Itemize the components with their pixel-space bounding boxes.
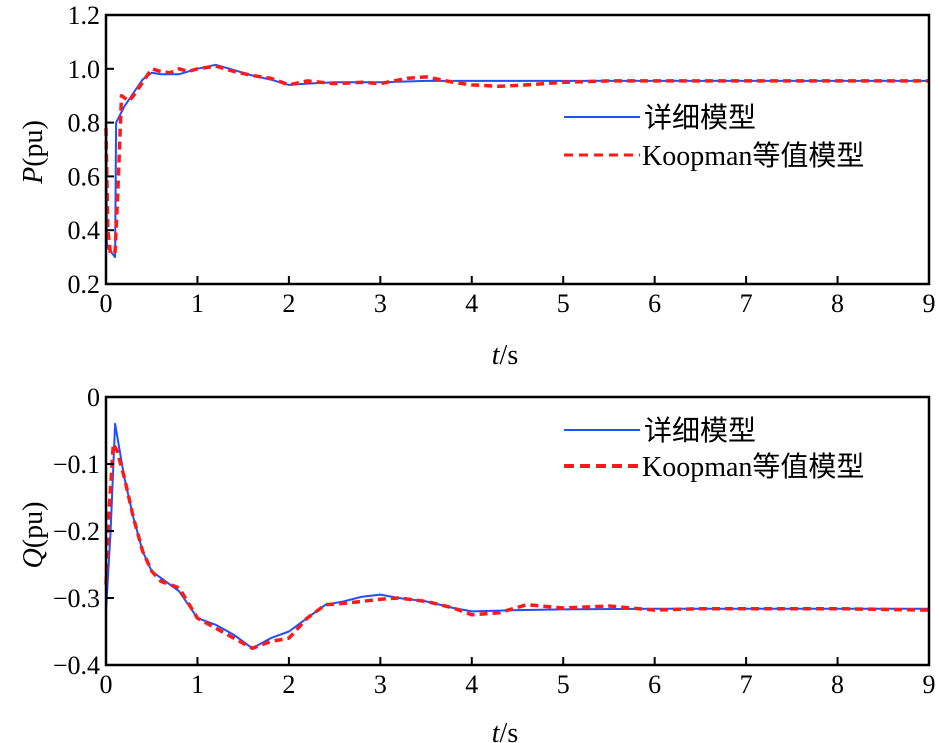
p-x-tick-label: 7 xyxy=(740,289,753,318)
p-curves xyxy=(104,63,929,259)
p-y-tick-label: 1.0 xyxy=(68,55,101,84)
q-x-tick-label: 2 xyxy=(282,670,295,699)
q-y-tick-label: −0.1 xyxy=(53,450,100,479)
q-x-tick-label: 1 xyxy=(191,670,204,699)
p-legend: 详细模型 Koopman等值模型 xyxy=(564,102,864,172)
p-plot-frame xyxy=(104,13,931,286)
q-y-ticks: −0.4 −0.3 −0.2 −0.1 0 xyxy=(53,383,114,680)
p-x-tick-label: 8 xyxy=(831,289,844,318)
p-y-tick-label: 0.8 xyxy=(68,109,101,138)
p-y-axis-label: P(pu) xyxy=(18,120,49,185)
q-curves xyxy=(104,422,930,651)
q-series-detailed-line xyxy=(105,422,929,650)
p-legend-detailed-label: 详细模型 xyxy=(644,102,756,134)
p-x-tick-label: 9 xyxy=(923,289,936,318)
q-x-tick-label: 6 xyxy=(648,670,661,699)
q-x-tick-label: 4 xyxy=(465,670,478,699)
q-y-tick-label: −0.4 xyxy=(53,651,100,680)
p-x-tick-label: 1 xyxy=(191,289,204,318)
q-plot: 0 1 2 3 4 5 6 7 8 9 −0.4 −0.3 −0.2 −0.1 0 t/s Q(pu) 详… xyxy=(18,383,936,743)
q-legend: 详细模型 Koopman等值模型 xyxy=(564,415,864,483)
p-x-tick-label: 5 xyxy=(557,289,570,318)
p-y-tick-label: 1.2 xyxy=(68,1,101,30)
p-y-tick-label: 0.4 xyxy=(68,216,101,245)
p-legend-koopman-label: Koopman等值模型 xyxy=(642,140,864,172)
p-y-tick-label: 0.6 xyxy=(68,162,101,191)
p-x-tick-label: 0 xyxy=(100,289,113,318)
p-x-tick-label: 6 xyxy=(648,289,661,318)
p-x-axis-label: t/s xyxy=(492,340,518,371)
p-x-tick-label: 2 xyxy=(282,289,295,318)
p-x-tick-label: 3 xyxy=(374,289,387,318)
q-series-koopman-line xyxy=(104,442,930,651)
q-x-tick-label: 5 xyxy=(557,670,570,699)
p-y-tick-label: 0.2 xyxy=(68,270,101,299)
q-x-tick-label: 8 xyxy=(831,670,844,699)
p-y-ticks: 0.2 0.4 0.6 0.8 1.0 1.2 xyxy=(68,1,114,299)
q-x-axis-label: t/s xyxy=(492,718,518,743)
q-legend-detailed-label: 详细模型 xyxy=(644,415,756,447)
q-x-tick-label: 7 xyxy=(740,670,753,699)
q-y-tick-label: −0.3 xyxy=(53,584,100,613)
q-y-tick-label: 0 xyxy=(87,383,100,412)
q-x-ticks: 0 1 2 3 4 5 6 7 8 9 xyxy=(100,657,936,699)
p-x-ticks: 0 1 2 3 4 5 6 7 8 9 xyxy=(100,276,936,318)
q-x-tick-label: 0 xyxy=(100,670,113,699)
p-series-koopman-line xyxy=(104,64,929,257)
p-x-tick-label: 4 xyxy=(465,289,478,318)
q-x-tick-label: 9 xyxy=(923,670,936,699)
q-y-tick-label: −0.2 xyxy=(53,517,100,546)
q-legend-koopman-label: Koopman等值模型 xyxy=(642,451,864,483)
q-y-axis-label: Q(pu) xyxy=(18,502,49,569)
q-x-tick-label: 3 xyxy=(374,670,387,699)
q-plot-frame xyxy=(104,395,931,667)
